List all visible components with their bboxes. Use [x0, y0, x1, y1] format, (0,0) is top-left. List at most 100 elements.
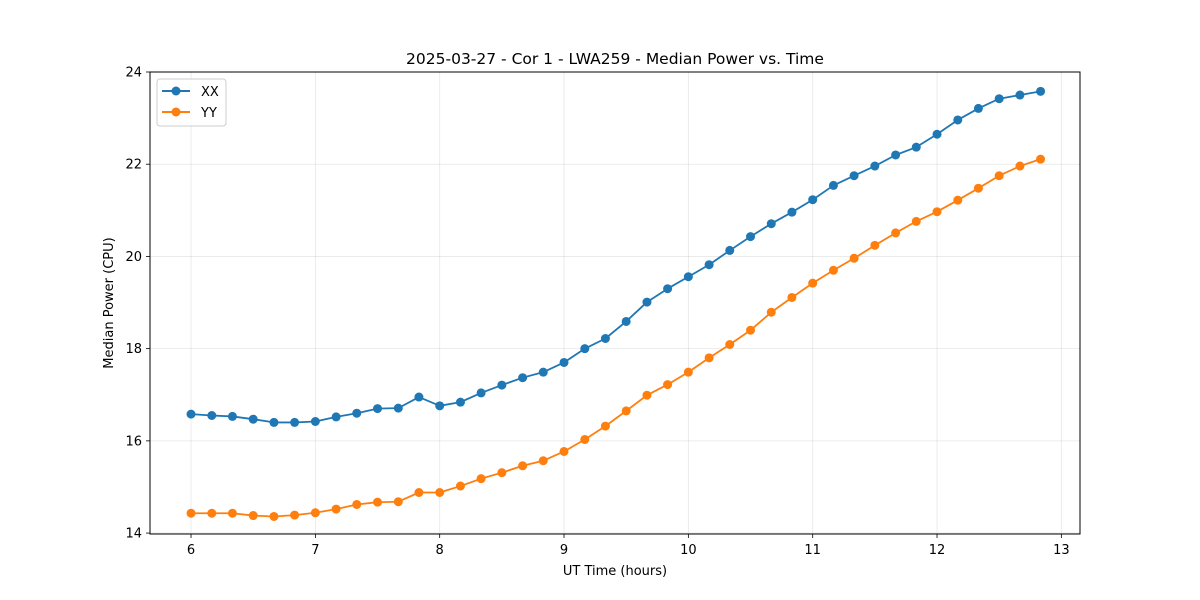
- data-point-yy: [870, 240, 880, 250]
- data-point-yy: [642, 390, 652, 400]
- x-tick-label: 13: [1053, 543, 1070, 558]
- data-point-yy: [663, 380, 673, 390]
- data-point-xx: [497, 380, 507, 390]
- data-point-xx: [331, 412, 341, 422]
- data-point-xx: [373, 404, 383, 414]
- x-tick-label: 10: [680, 543, 697, 558]
- data-point-yy: [849, 253, 859, 263]
- data-point-xx: [683, 272, 693, 282]
- data-point-yy: [1036, 154, 1046, 164]
- data-point-xx: [186, 409, 196, 419]
- y-tick-label: 16: [125, 434, 142, 449]
- data-point-yy: [248, 511, 258, 521]
- data-point-yy: [994, 171, 1004, 181]
- y-tick-label: 24: [125, 66, 142, 81]
- data-point-yy: [310, 508, 320, 518]
- data-point-yy: [600, 421, 610, 431]
- data-point-yy: [207, 508, 217, 518]
- data-point-yy: [290, 510, 300, 520]
- data-point-xx: [911, 142, 921, 152]
- data-point-xx: [663, 284, 673, 294]
- y-tick-label: 20: [125, 250, 142, 265]
- data-point-yy: [331, 504, 341, 514]
- data-point-xx: [994, 94, 1004, 104]
- data-point-yy: [227, 508, 237, 518]
- chart-title: 2025-03-27 - Cor 1 - LWA259 - Median Pow…: [406, 50, 824, 68]
- data-point-xx: [310, 416, 320, 426]
- legend-label-yy: YY: [200, 106, 217, 121]
- data-point-xx: [248, 414, 258, 424]
- data-point-xx: [435, 401, 445, 411]
- data-point-xx: [1036, 86, 1046, 96]
- x-tick-label: 6: [187, 543, 195, 558]
- data-point-xx: [580, 344, 590, 354]
- data-point-yy: [746, 325, 756, 335]
- y-axis-label: Median Power (CPU): [102, 237, 117, 368]
- legend: XX YY: [156, 78, 227, 127]
- data-point-xx: [207, 411, 217, 421]
- data-point-yy: [538, 456, 548, 466]
- data-point-yy: [621, 406, 631, 416]
- data-point-yy: [559, 446, 569, 456]
- data-point-yy: [580, 434, 590, 444]
- data-point-yy: [704, 353, 714, 363]
- data-point-xx: [393, 403, 403, 413]
- y-tick-label: 22: [125, 158, 142, 173]
- data-point-yy: [787, 292, 797, 302]
- data-point-xx: [746, 232, 756, 242]
- legend-label-xx: XX: [201, 85, 219, 100]
- data-point-yy: [683, 367, 693, 377]
- data-point-xx: [973, 103, 983, 113]
- data-point-yy: [497, 468, 507, 478]
- x-tick-label: 11: [804, 543, 821, 558]
- data-point-yy: [828, 265, 838, 275]
- data-point-xx: [290, 417, 300, 427]
- data-point-xx: [227, 411, 237, 421]
- data-point-yy: [911, 216, 921, 226]
- data-point-xx: [808, 195, 818, 205]
- data-point-yy: [953, 195, 963, 205]
- data-point-xx: [642, 297, 652, 307]
- data-point-yy: [414, 488, 424, 498]
- data-point-xx: [725, 245, 735, 255]
- data-point-yy: [373, 497, 383, 507]
- data-point-xx: [538, 367, 548, 377]
- data-point-xx: [352, 408, 362, 418]
- data-point-yy: [973, 183, 983, 193]
- legend-marker-yy: [171, 107, 181, 117]
- x-axis-label: UT Time (hours): [563, 564, 667, 579]
- data-point-xx: [476, 388, 486, 398]
- data-point-yy: [766, 307, 776, 317]
- data-point-xx: [870, 161, 880, 171]
- data-point-xx: [953, 115, 963, 125]
- data-point-xx: [766, 219, 776, 229]
- data-point-yy: [186, 508, 196, 518]
- data-point-xx: [891, 150, 901, 160]
- x-tick-label: 12: [929, 543, 946, 558]
- data-point-yy: [352, 499, 362, 509]
- data-point-xx: [621, 316, 631, 326]
- y-tick-label: 14: [125, 527, 142, 542]
- data-point-xx: [269, 417, 279, 427]
- y-tick-label: 18: [125, 342, 142, 357]
- data-point-yy: [455, 481, 465, 491]
- data-point-xx: [828, 180, 838, 190]
- data-point-xx: [849, 171, 859, 181]
- data-point-yy: [891, 228, 901, 238]
- data-point-xx: [1015, 90, 1025, 100]
- legend-marker-xx: [171, 86, 181, 96]
- x-tick-label: 8: [436, 543, 444, 558]
- data-point-xx: [787, 207, 797, 217]
- data-point-yy: [393, 497, 403, 507]
- data-point-yy: [435, 488, 445, 498]
- x-tick-label: 9: [560, 543, 568, 558]
- data-point-xx: [559, 357, 569, 367]
- data-point-yy: [725, 339, 735, 349]
- data-point-yy: [1015, 161, 1025, 171]
- data-point-xx: [414, 392, 424, 402]
- data-point-yy: [808, 278, 818, 288]
- data-point-yy: [269, 511, 279, 521]
- data-point-yy: [518, 461, 528, 471]
- data-point-xx: [932, 129, 942, 139]
